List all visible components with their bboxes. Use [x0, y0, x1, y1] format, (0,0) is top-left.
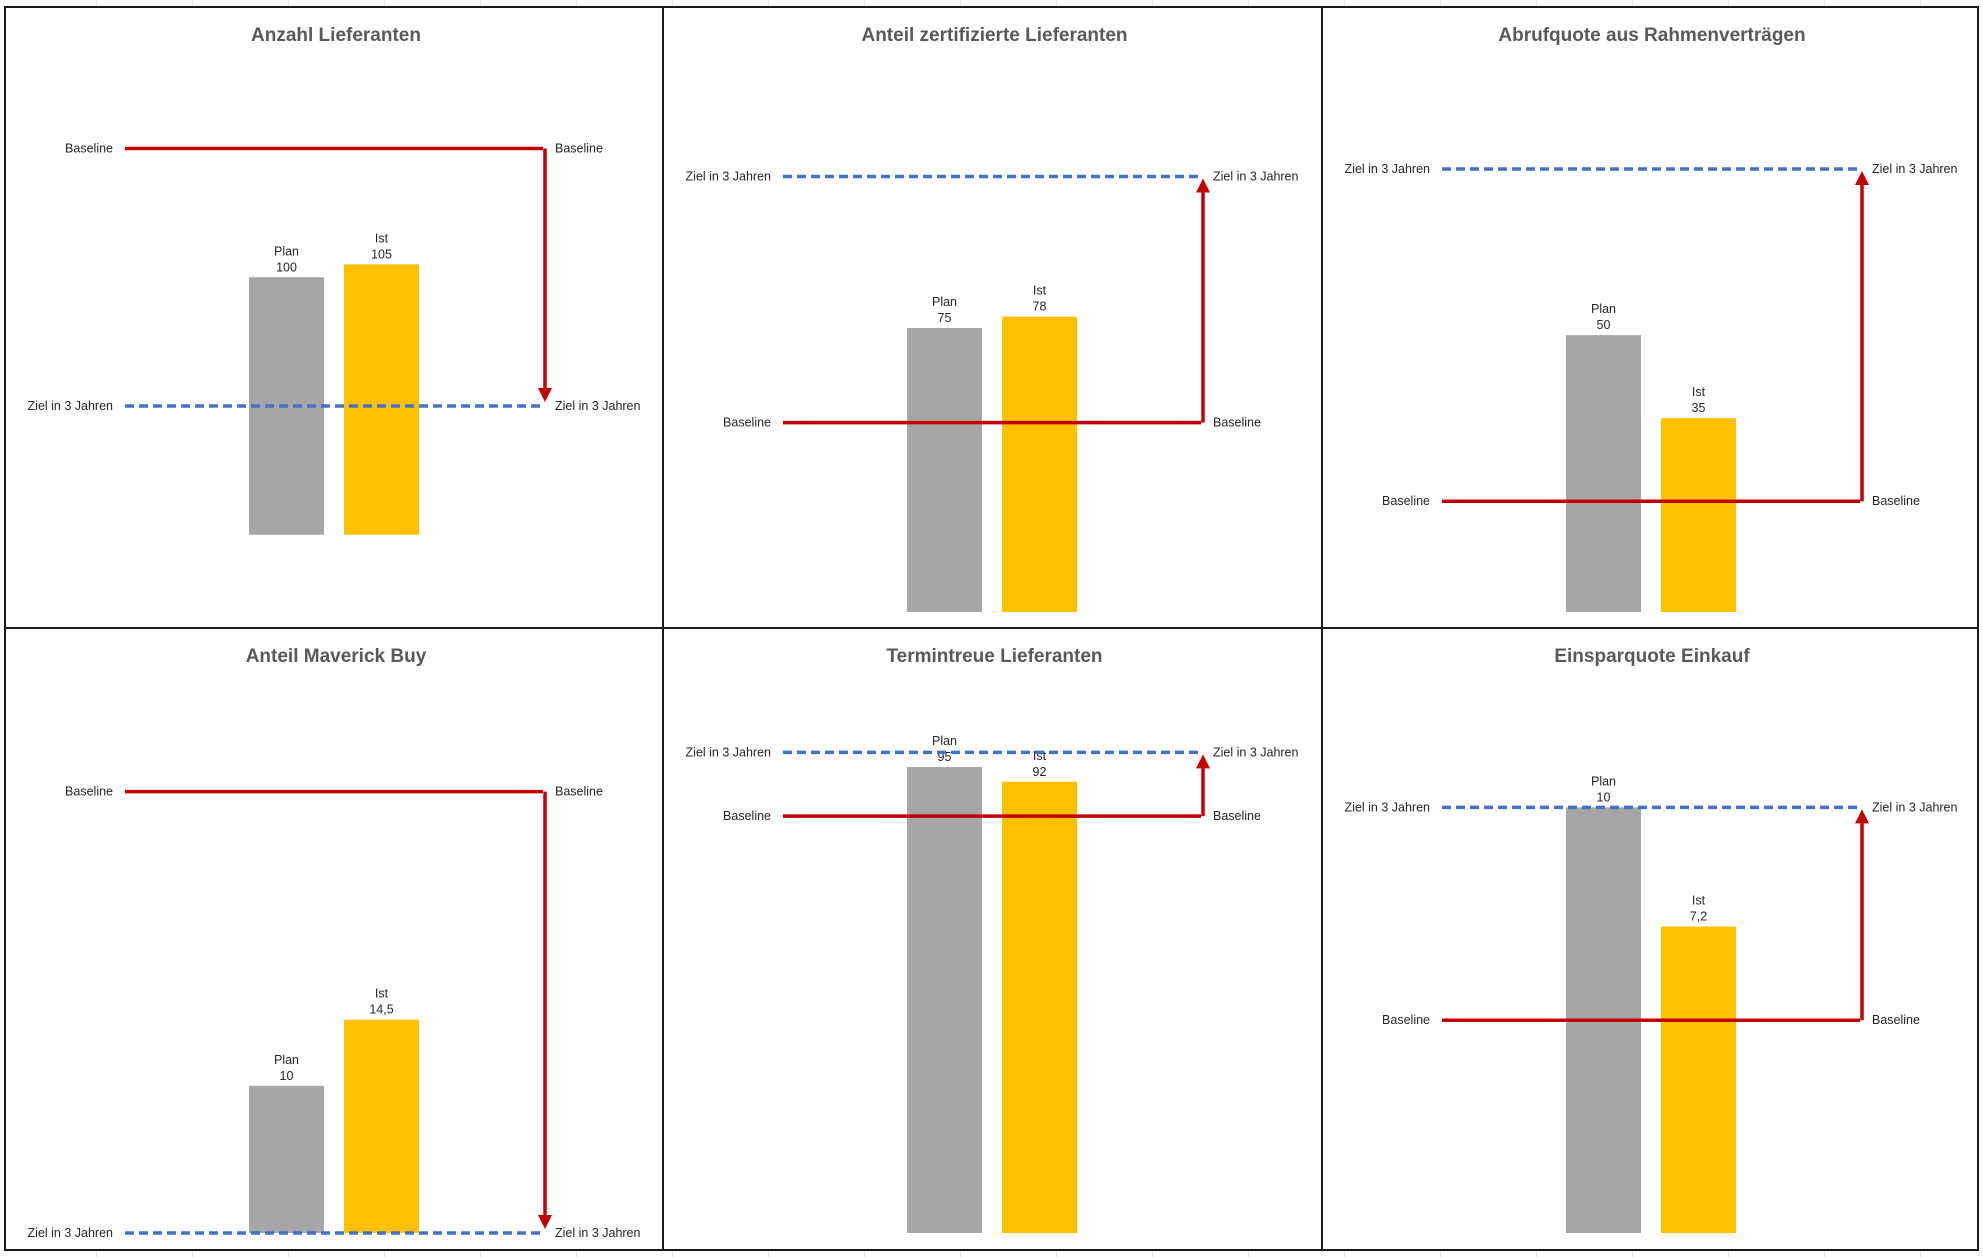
baseline-label-left: Baseline: [723, 416, 771, 430]
bar-ist: [344, 264, 419, 535]
baseline-label-left: Baseline: [1382, 494, 1430, 508]
chart-panel: Anteil zertifizierte Lieferanten Plan 75 Is…: [662, 6, 1323, 629]
chart-panel: Abrufquote aus Rahmenverträgen Plan 50 Ist 3…: [1321, 6, 1979, 629]
bar-plan: [1566, 335, 1641, 612]
bar-ist: [1661, 926, 1736, 1233]
baseline-label-right: Baseline: [555, 785, 603, 799]
target-label-right: Ziel in 3 Jahren: [1872, 800, 1958, 814]
baseline-label-left: Baseline: [1382, 1013, 1430, 1027]
baseline-label-right: Baseline: [1872, 494, 1920, 508]
chart-panel: Einsparquote Einkauf Plan 10 Ist 7,2 Ziel in …: [1321, 627, 1979, 1251]
arrow-head: [538, 1215, 552, 1229]
bar-ist: [344, 1019, 419, 1233]
chart-title: Einsparquote Einkauf: [1554, 646, 1750, 667]
chart-svg: Anzahl Lieferanten Plan 100 Ist 105 Ziel in 3…: [28, 25, 641, 535]
chart-svg: Anteil zertifizierte Lieferanten Plan 75 Is…: [686, 25, 1299, 612]
arrow-head: [1855, 809, 1869, 824]
baseline-label-right: Baseline: [1213, 416, 1261, 430]
chart-title: Termintreue Lieferanten: [886, 646, 1102, 667]
bar-plan: [907, 767, 982, 1233]
data-label: 14,5: [369, 1003, 393, 1017]
target-label-right: Ziel in 3 Jahren: [1213, 745, 1299, 759]
target-label-right: Ziel in 3 Jahren: [555, 399, 641, 413]
data-label: 35: [1692, 401, 1706, 415]
chart-panel: Termintreue Lieferanten Plan 95 Ist 92 Ziel i…: [662, 627, 1323, 1251]
arrow-head: [538, 388, 552, 402]
baseline-label-right: Baseline: [555, 142, 603, 156]
bar-ist: [1002, 781, 1077, 1233]
chart-svg: Anteil Maverick Buy Plan 10 Ist 14,5 Ziel in …: [28, 646, 641, 1240]
bar-plan: [907, 327, 982, 612]
data-label: 75: [938, 311, 952, 325]
bar-category-label: Plan: [274, 1053, 299, 1067]
chart-panel: Anzahl Lieferanten Plan 100 Ist 105 Ziel in 3…: [4, 6, 664, 629]
data-label: 92: [1033, 765, 1047, 779]
chart-panel: Anteil Maverick Buy Plan 10 Ist 14,5 Ziel in …: [4, 627, 664, 1251]
baseline-label-left: Baseline: [65, 142, 113, 156]
baseline-label-left: Baseline: [723, 809, 771, 823]
data-label: 10: [280, 1069, 294, 1083]
baseline-label-right: Baseline: [1872, 1013, 1920, 1027]
target-label-right: Ziel in 3 Jahren: [555, 1226, 641, 1240]
bar-plan: [249, 1085, 324, 1233]
baseline-label-right: Baseline: [1213, 809, 1261, 823]
bar-category-label: Plan: [932, 295, 957, 309]
target-label-left: Ziel in 3 Jahren: [28, 399, 114, 413]
chart-title: Abrufquote aus Rahmenverträgen: [1498, 25, 1805, 46]
arrow-head: [1855, 170, 1869, 185]
target-label-left: Ziel in 3 Jahren: [686, 170, 772, 184]
data-label: 10: [1597, 790, 1611, 804]
target-label-right: Ziel in 3 Jahren: [1872, 162, 1958, 176]
baseline-label-left: Baseline: [65, 785, 113, 799]
bar-category-label: Ist: [375, 231, 389, 245]
bar-category-label: Plan: [1591, 774, 1616, 788]
bar-category-label: Plan: [932, 734, 957, 748]
arrow-head: [1196, 178, 1210, 193]
data-label: 78: [1033, 300, 1047, 314]
chart-title: Anzahl Lieferanten: [251, 25, 421, 46]
bar-category-label: Plan: [1591, 302, 1616, 316]
target-label-left: Ziel in 3 Jahren: [686, 745, 772, 759]
data-label: 105: [371, 247, 392, 261]
data-label: 100: [276, 260, 297, 274]
bar-ist: [1661, 418, 1736, 612]
bar-category-label: Ist: [1692, 894, 1706, 908]
target-label-right: Ziel in 3 Jahren: [1213, 170, 1299, 184]
arrow-head: [1196, 754, 1210, 769]
target-label-left: Ziel in 3 Jahren: [1345, 800, 1431, 814]
target-label-left: Ziel in 3 Jahren: [1345, 162, 1431, 176]
chart-svg: Einsparquote Einkauf Plan 10 Ist 7,2 Ziel in …: [1345, 646, 1958, 1233]
bar-category-label: Ist: [375, 987, 389, 1001]
bar-category-label: Plan: [274, 244, 299, 258]
data-label: 50: [1597, 318, 1611, 332]
bar-ist: [1002, 316, 1077, 612]
chart-title: Anteil Maverick Buy: [246, 646, 427, 667]
bar-category-label: Ist: [1033, 284, 1047, 298]
target-label-left: Ziel in 3 Jahren: [28, 1226, 114, 1240]
data-label: 7,2: [1690, 910, 1707, 924]
bar-category-label: Ist: [1692, 385, 1706, 399]
chart-svg: Abrufquote aus Rahmenverträgen Plan 50 Ist 3…: [1345, 25, 1958, 612]
chart-title: Anteil zertifizierte Lieferanten: [861, 25, 1127, 46]
